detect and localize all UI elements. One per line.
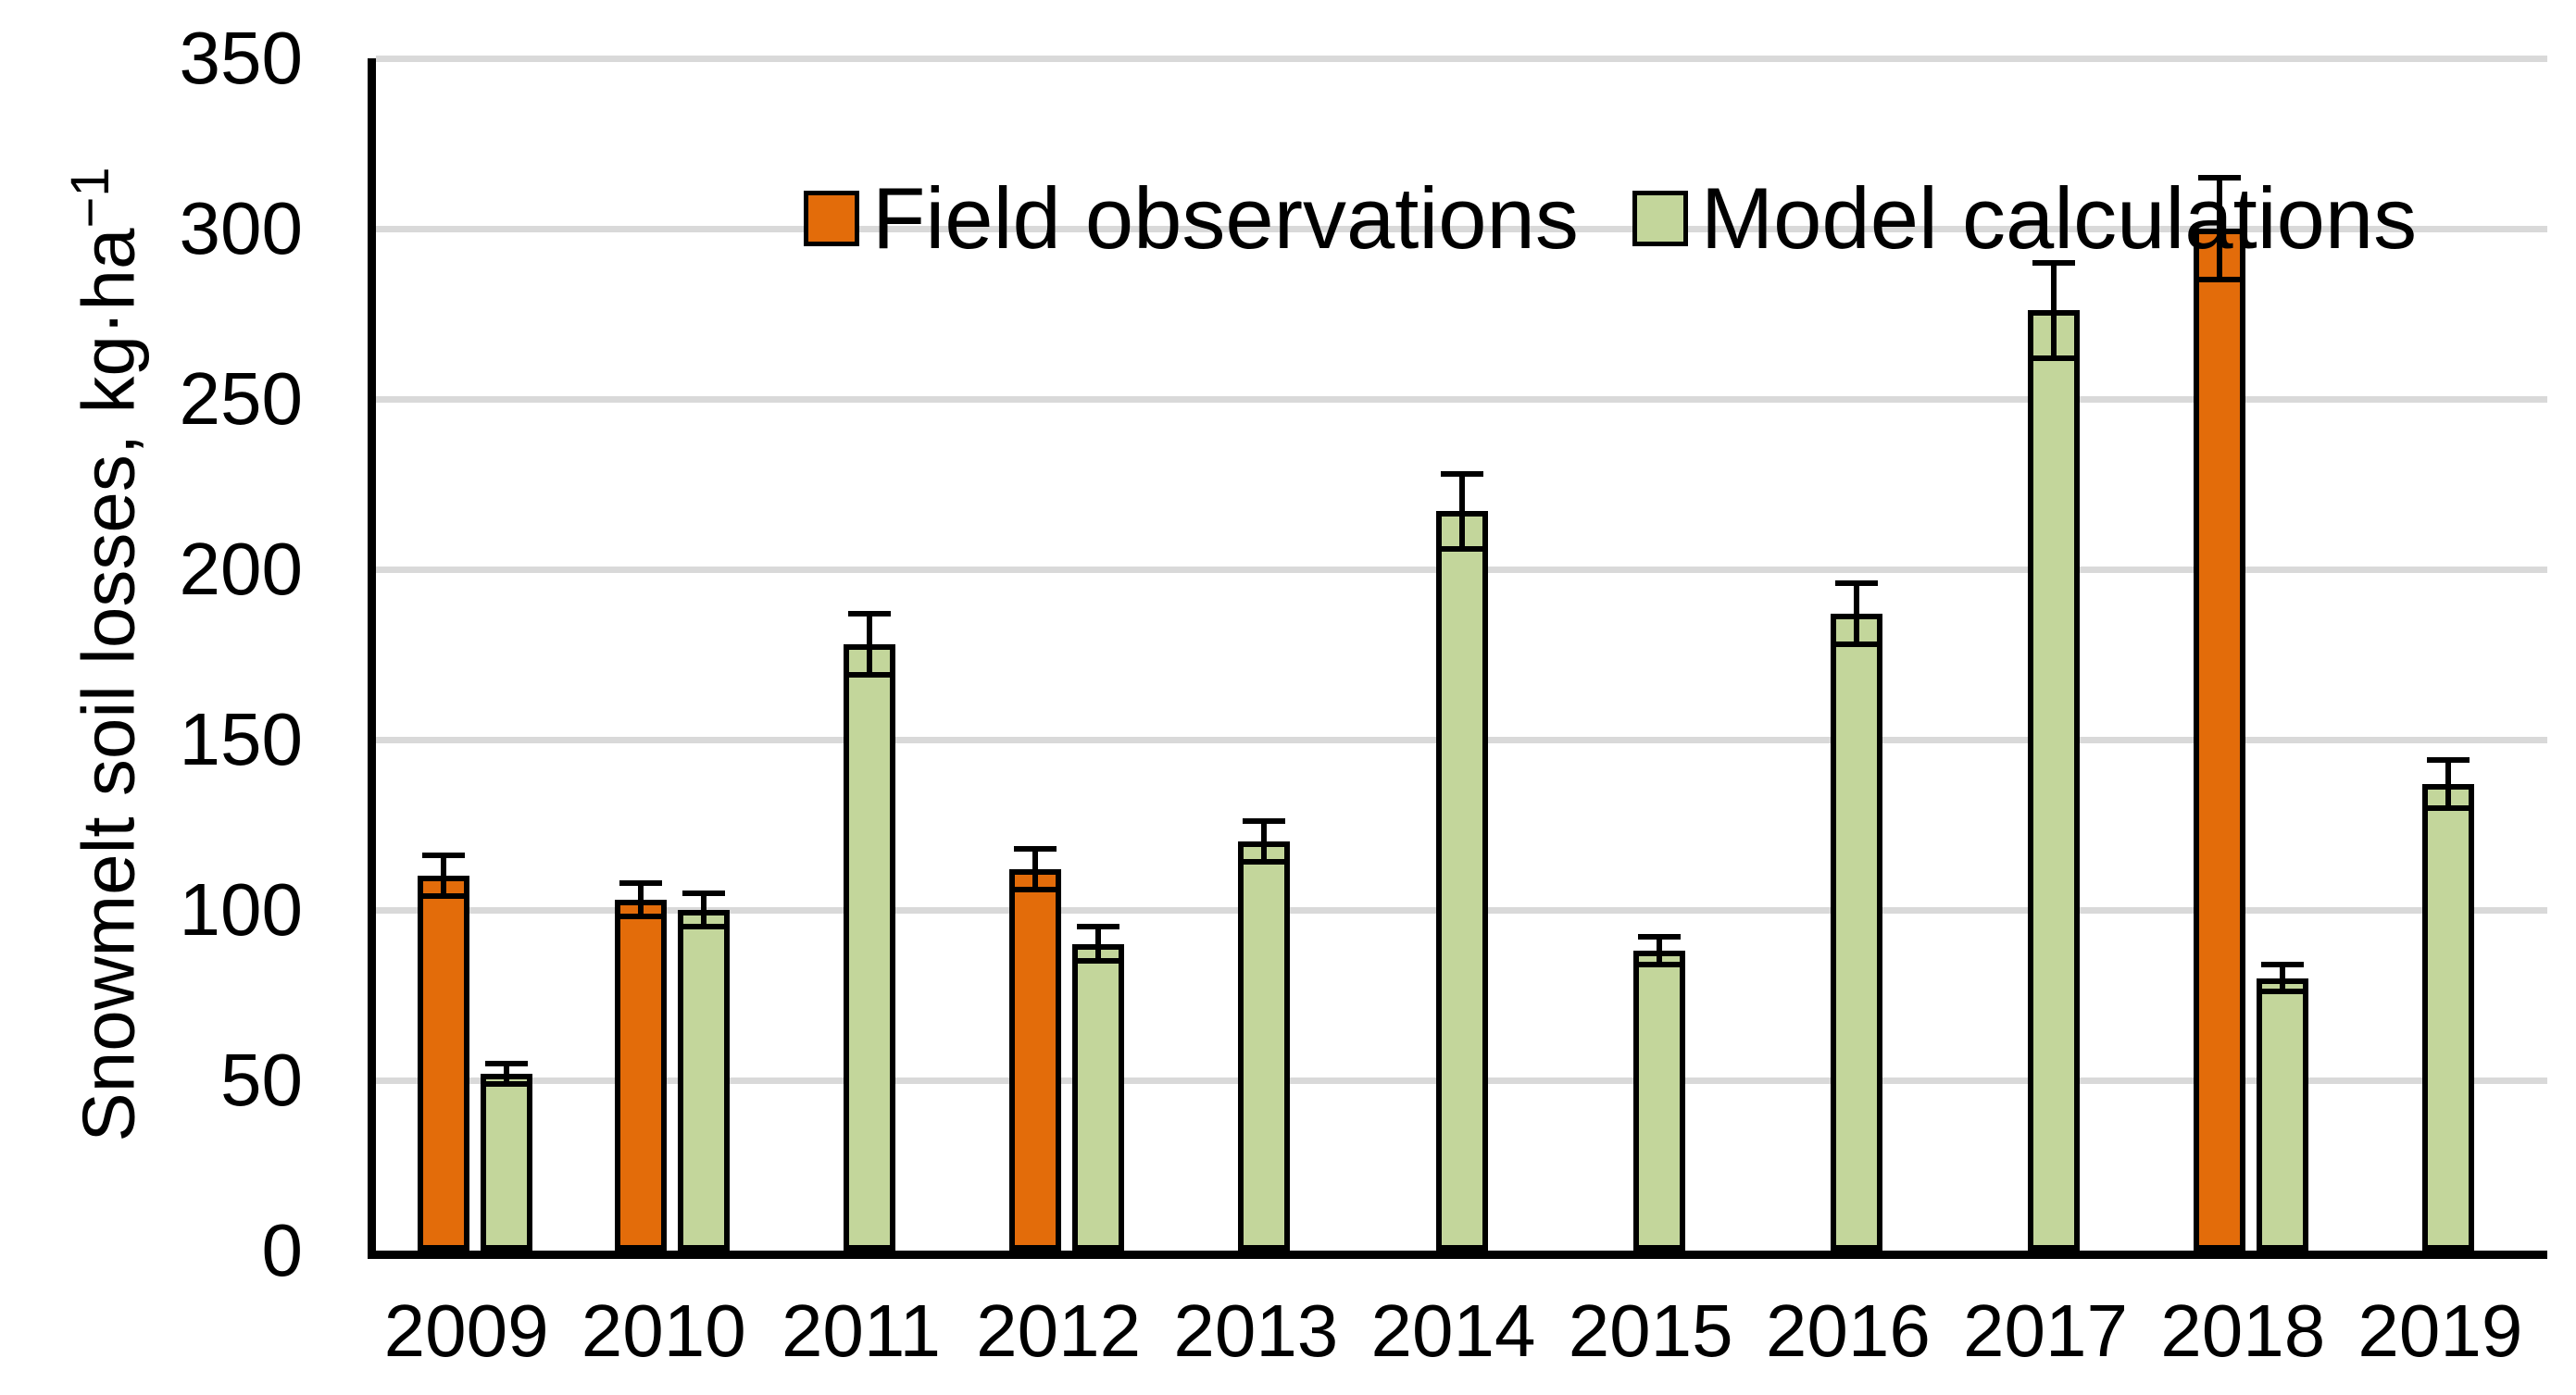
bar-2019-model-calculations xyxy=(2422,783,2475,1251)
bar-2011-model-calculations xyxy=(843,643,895,1251)
bar-2015-model-calculations xyxy=(1632,951,1685,1251)
error-bar-line-2010-field-observations xyxy=(637,882,644,917)
bar-2009-field-observations xyxy=(417,876,469,1251)
error-bar-line-2013-model-calculations xyxy=(1261,821,1268,863)
y-tick-label-200: 200 xyxy=(179,528,303,610)
bar-2012-field-observations xyxy=(1009,868,1062,1251)
legend-label-field-observations: Field observations xyxy=(872,169,1579,267)
error-bar-top-cap-2018-field-observations xyxy=(2198,174,2242,181)
error-bar-line-2018-field-observations xyxy=(2217,177,2223,280)
x-tick-label-2017: 2017 xyxy=(1963,1289,2129,1372)
error-bar-top-cap-2017-model-calculations xyxy=(2032,259,2076,266)
legend: Field observations Model calculations xyxy=(804,168,2417,269)
error-bar-bottom-cap-2014-model-calculations xyxy=(1435,545,1488,552)
error-bar-top-cap-2010-field-observations xyxy=(619,879,662,886)
bar-2012-model-calculations xyxy=(1072,943,1125,1251)
error-bar-top-cap-2016-model-calculations xyxy=(1834,579,1878,586)
gridline-350 xyxy=(376,55,2547,62)
error-bar-bottom-cap-2013-model-calculations xyxy=(1238,859,1291,866)
error-bar-top-cap-2009-model-calculations xyxy=(484,1060,528,1066)
error-bar-bottom-cap-2018-field-observations xyxy=(2194,277,2246,283)
error-bar-top-cap-2010-model-calculations xyxy=(682,890,725,896)
bar-2014-model-calculations xyxy=(1435,511,1488,1251)
error-bar-bottom-cap-2012-model-calculations xyxy=(1072,958,1125,965)
bar-2018-field-observations xyxy=(2194,229,2246,1251)
error-bar-bottom-cap-2012-field-observations xyxy=(1009,886,1062,892)
error-bar-bottom-cap-2019-model-calculations xyxy=(2422,804,2475,811)
error-bar-line-2012-field-observations xyxy=(1032,848,1039,890)
legend-swatch-field-observations xyxy=(804,191,859,246)
legend-swatch-model-calculations xyxy=(1632,191,1688,246)
y-tick-label-300: 300 xyxy=(179,187,303,269)
error-bar-bottom-cap-2010-model-calculations xyxy=(677,924,730,930)
error-bar-top-cap-2015-model-calculations xyxy=(1637,934,1681,940)
bar-2018-model-calculations xyxy=(2257,978,2309,1251)
bar-2016-model-calculations xyxy=(1830,613,1882,1251)
error-bar-line-2009-field-observations xyxy=(440,855,446,897)
x-tick-label-2015: 2015 xyxy=(1568,1289,1733,1372)
error-bar-bottom-cap-2017-model-calculations xyxy=(2028,355,2081,361)
y-tick-label-50: 50 xyxy=(220,1039,303,1121)
error-bar-top-cap-2014-model-calculations xyxy=(1440,470,1483,477)
error-bar-bottom-cap-2010-field-observations xyxy=(614,914,667,920)
error-bar-line-2019-model-calculations xyxy=(2445,760,2452,808)
y-tick-label-350: 350 xyxy=(179,17,303,99)
error-bar-bottom-cap-2015-model-calculations xyxy=(1632,961,1685,967)
error-bar-line-2009-model-calculations xyxy=(503,1063,509,1084)
error-bar-top-cap-2018-model-calculations xyxy=(2261,961,2305,967)
bar-2017-model-calculations xyxy=(2028,310,2081,1251)
error-bar-top-cap-2009-field-observations xyxy=(421,853,465,859)
x-tick-label-2016: 2016 xyxy=(1765,1289,1931,1372)
bar-2009-model-calculations xyxy=(480,1073,532,1251)
x-tick-label-2009: 2009 xyxy=(383,1289,549,1372)
gridline-300 xyxy=(376,225,2547,232)
y-tick-label-100: 100 xyxy=(179,868,303,951)
x-tick-label-2012: 2012 xyxy=(976,1289,1142,1372)
gridline-250 xyxy=(376,395,2547,403)
x-tick-label-2014: 2014 xyxy=(1370,1289,1536,1372)
x-tick-label-2011: 2011 xyxy=(781,1289,941,1372)
error-bar-top-cap-2011-model-calculations xyxy=(847,610,891,617)
legend-item-field-observations: Field observations xyxy=(804,172,1579,265)
bar-2013-model-calculations xyxy=(1238,841,1291,1251)
error-bar-line-2010-model-calculations xyxy=(700,892,707,928)
legend-item-model-calculations: Model calculations xyxy=(1632,172,2417,265)
error-bar-line-2017-model-calculations xyxy=(2051,262,2057,358)
x-tick-label-2018: 2018 xyxy=(2160,1289,2326,1372)
legend-label-model-calculations: Model calculations xyxy=(1700,169,2418,267)
error-bar-bottom-cap-2009-model-calculations xyxy=(480,1080,532,1087)
y-tick-label-0: 0 xyxy=(261,1209,304,1291)
error-bar-bottom-cap-2009-field-observations xyxy=(417,893,469,900)
plot-area: Field observations Model calculations xyxy=(368,55,2547,1259)
error-bar-bottom-cap-2016-model-calculations xyxy=(1830,641,1882,647)
bar-2010-model-calculations xyxy=(677,910,730,1251)
y-tick-label-150: 150 xyxy=(179,698,303,780)
x-tick-label-2013: 2013 xyxy=(1173,1289,1339,1372)
error-bar-bottom-cap-2018-model-calculations xyxy=(2257,989,2309,995)
error-bar-top-cap-2012-field-observations xyxy=(1014,845,1057,852)
error-bar-line-2018-model-calculations xyxy=(2280,964,2286,992)
y-tick-label-250: 250 xyxy=(179,357,303,440)
bar-2010-field-observations xyxy=(614,899,667,1251)
error-bar-line-2012-model-calculations xyxy=(1095,927,1102,962)
error-bar-top-cap-2019-model-calculations xyxy=(2427,757,2470,764)
error-bar-bottom-cap-2011-model-calculations xyxy=(843,672,895,679)
error-bar-line-2016-model-calculations xyxy=(1853,582,1859,644)
error-bar-line-2014-model-calculations xyxy=(1458,473,1465,549)
error-bar-line-2015-model-calculations xyxy=(1656,937,1662,965)
x-tick-label-2019: 2019 xyxy=(2357,1289,2523,1372)
error-bar-line-2011-model-calculations xyxy=(866,613,872,676)
error-bar-top-cap-2012-model-calculations xyxy=(1077,924,1120,930)
error-bar-top-cap-2013-model-calculations xyxy=(1243,818,1286,825)
x-tick-label-2010: 2010 xyxy=(581,1289,746,1372)
